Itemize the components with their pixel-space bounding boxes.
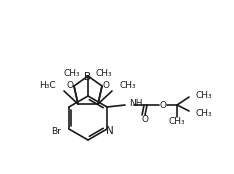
Text: O: O — [102, 81, 110, 90]
Text: H₃C: H₃C — [39, 81, 56, 90]
Text: CH₃: CH₃ — [195, 109, 212, 117]
Text: O: O — [66, 81, 73, 90]
Text: O: O — [160, 101, 167, 109]
Text: NH: NH — [129, 100, 143, 109]
Text: CH₃: CH₃ — [169, 117, 185, 125]
Text: CH₃: CH₃ — [195, 90, 212, 100]
Text: Br: Br — [51, 126, 61, 136]
Text: CH₃: CH₃ — [120, 81, 137, 90]
Text: B: B — [84, 72, 91, 82]
Text: O: O — [142, 114, 149, 124]
Text: CH₃: CH₃ — [64, 69, 80, 78]
Text: N: N — [106, 126, 114, 136]
Text: CH₃: CH₃ — [96, 69, 112, 78]
